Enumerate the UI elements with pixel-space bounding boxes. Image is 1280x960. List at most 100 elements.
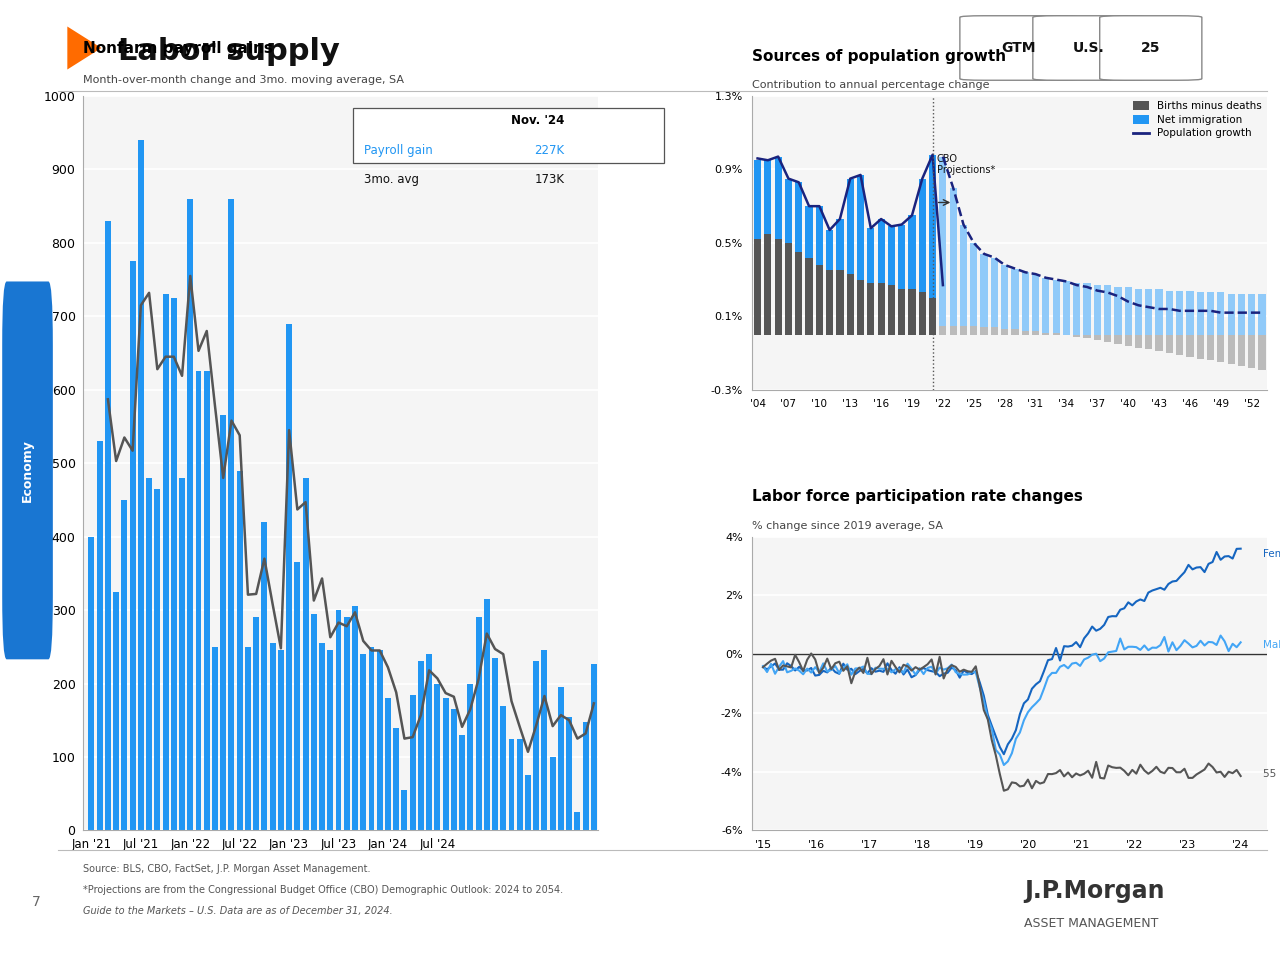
- Bar: [1166, 335, 1172, 353]
- Bar: [919, 179, 925, 293]
- Bar: [774, 239, 782, 335]
- Bar: [805, 257, 813, 335]
- Text: 25: 25: [1140, 41, 1161, 55]
- Bar: [836, 271, 844, 335]
- Bar: [443, 698, 448, 830]
- Bar: [960, 225, 968, 325]
- Bar: [261, 522, 268, 830]
- Bar: [899, 289, 905, 335]
- Bar: [1238, 335, 1245, 366]
- Bar: [764, 233, 772, 335]
- Text: 3mo. avg: 3mo. avg: [364, 173, 419, 186]
- Bar: [929, 298, 936, 335]
- Bar: [856, 175, 864, 279]
- Bar: [826, 271, 833, 335]
- Bar: [1238, 295, 1245, 335]
- Bar: [856, 279, 864, 335]
- Bar: [1217, 335, 1225, 362]
- Bar: [1093, 335, 1101, 340]
- Bar: [1021, 331, 1029, 335]
- Bar: [476, 617, 481, 830]
- Bar: [270, 643, 275, 830]
- Bar: [1217, 293, 1225, 335]
- Text: 7: 7: [32, 896, 41, 909]
- Bar: [187, 199, 193, 830]
- Bar: [980, 327, 988, 335]
- Bar: [237, 470, 243, 830]
- Bar: [836, 219, 844, 271]
- Text: U.S.: U.S.: [1073, 41, 1105, 55]
- Bar: [376, 651, 383, 830]
- Bar: [1135, 335, 1142, 348]
- Bar: [1073, 335, 1080, 337]
- Bar: [319, 643, 325, 830]
- Bar: [278, 651, 284, 830]
- Bar: [591, 663, 596, 830]
- Bar: [163, 295, 169, 830]
- Bar: [179, 478, 186, 830]
- Bar: [1156, 335, 1162, 351]
- Bar: [970, 243, 978, 325]
- Bar: [508, 738, 515, 830]
- Bar: [950, 188, 956, 325]
- Bar: [212, 647, 218, 830]
- Bar: [1176, 335, 1183, 355]
- Bar: [991, 327, 998, 335]
- Bar: [1021, 273, 1029, 331]
- Bar: [960, 325, 968, 335]
- Bar: [950, 325, 956, 335]
- Bar: [500, 706, 506, 830]
- Bar: [1258, 335, 1266, 370]
- Bar: [558, 687, 564, 830]
- Bar: [1207, 293, 1215, 335]
- Bar: [229, 199, 234, 830]
- Bar: [940, 303, 946, 335]
- Bar: [302, 478, 308, 830]
- Text: *Projections are from the Congressional Budget Office (CBO) Demographic Outlook:: *Projections are from the Congressional …: [83, 885, 563, 895]
- Bar: [1156, 289, 1162, 335]
- Bar: [566, 716, 572, 830]
- Bar: [492, 658, 498, 830]
- Bar: [113, 591, 119, 830]
- Bar: [122, 500, 127, 830]
- Bar: [352, 607, 358, 830]
- Bar: [815, 265, 823, 335]
- Text: GTM: GTM: [1001, 41, 1036, 55]
- Text: Sources of population growth: Sources of population growth: [753, 49, 1006, 63]
- Bar: [868, 228, 874, 283]
- Bar: [899, 225, 905, 289]
- Text: J.P.Morgan: J.P.Morgan: [1024, 879, 1165, 902]
- Bar: [909, 289, 915, 335]
- Bar: [196, 372, 201, 830]
- Text: CBO
Projections*: CBO Projections*: [937, 154, 995, 175]
- Bar: [1001, 329, 1009, 335]
- Bar: [1083, 335, 1091, 338]
- Bar: [1042, 333, 1050, 335]
- Text: Month-over-month change and 3mo. moving average, SA: Month-over-month change and 3mo. moving …: [83, 75, 404, 85]
- Text: Labor supply: Labor supply: [119, 36, 340, 65]
- Text: 227K: 227K: [534, 144, 564, 156]
- Bar: [204, 372, 210, 830]
- Bar: [1062, 281, 1070, 335]
- Bar: [1011, 329, 1019, 335]
- Bar: [170, 298, 177, 830]
- Bar: [575, 812, 580, 830]
- Bar: [1105, 285, 1111, 335]
- Bar: [105, 221, 111, 830]
- Bar: [335, 611, 342, 830]
- Text: Contribution to annual percentage change: Contribution to annual percentage change: [753, 80, 989, 90]
- Text: Economy: Economy: [20, 439, 35, 502]
- Text: 173K: 173K: [535, 173, 564, 186]
- Bar: [294, 563, 301, 830]
- Bar: [1052, 333, 1060, 335]
- Bar: [287, 324, 292, 830]
- Bar: [534, 661, 539, 830]
- Bar: [1093, 285, 1101, 335]
- Bar: [244, 647, 251, 830]
- Bar: [410, 694, 416, 830]
- Bar: [868, 283, 874, 335]
- Bar: [754, 160, 762, 239]
- Legend: Births minus deaths, Net immigration, Population growth: Births minus deaths, Net immigration, Po…: [1133, 101, 1262, 138]
- Bar: [129, 261, 136, 830]
- Bar: [1248, 295, 1256, 335]
